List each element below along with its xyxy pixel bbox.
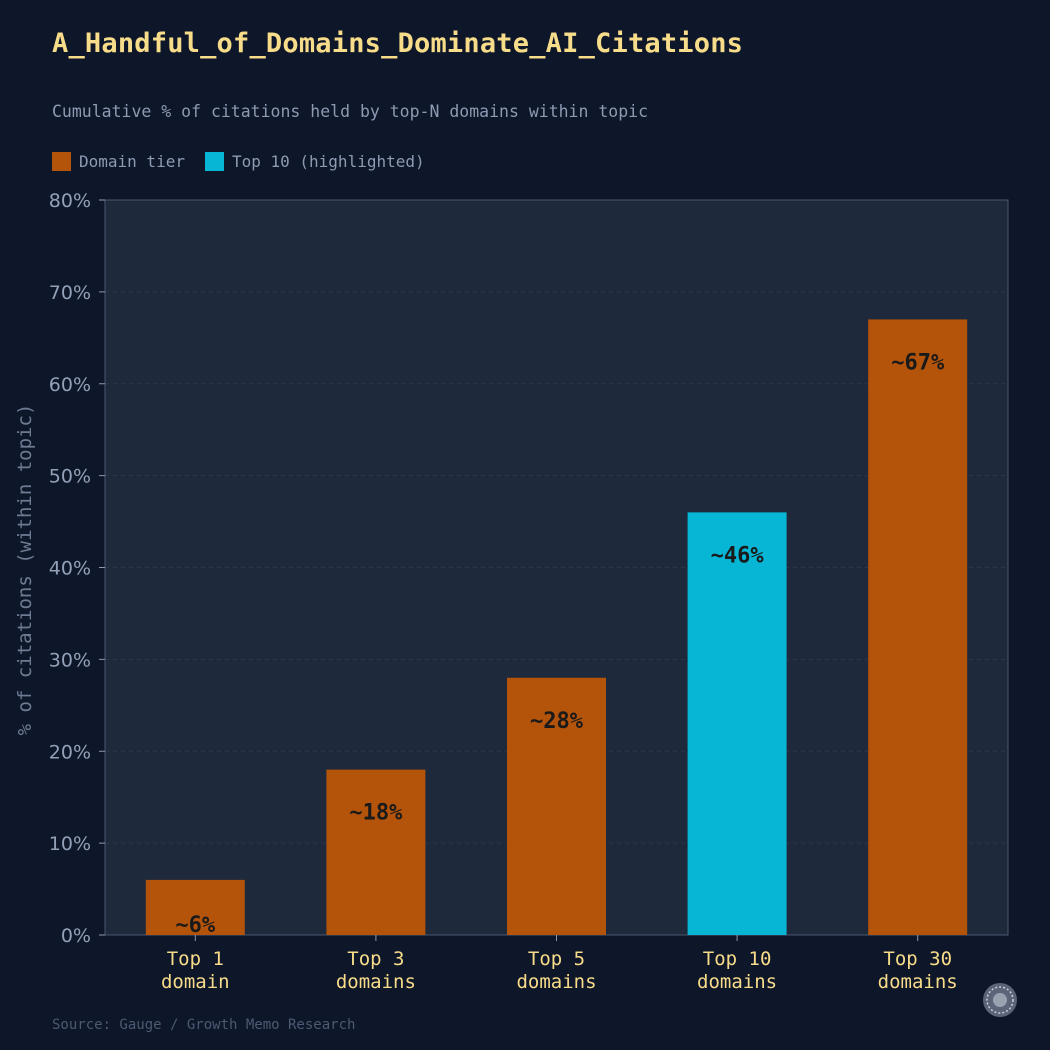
brand-seal-icon: [983, 983, 1017, 1017]
source-note: Source: Gauge / Growth Memo Research: [52, 1017, 356, 1033]
y-tick-label: 20%: [49, 741, 91, 763]
bar: [507, 677, 606, 935]
y-tick-label: 70%: [49, 282, 91, 304]
x-tick-label: Top 5: [528, 948, 585, 970]
chart-title: A_Handful_of_Domains_Dominate_AI_Citatio…: [52, 28, 744, 59]
legend-item-domain-tier: Domain tier: [52, 152, 185, 171]
y-tick-label: 80%: [49, 190, 91, 212]
y-tick-label: 50%: [49, 466, 91, 488]
x-tick-label: domains: [336, 971, 416, 993]
x-tick-label: Top 1: [167, 948, 224, 970]
x-tick-label: domains: [516, 971, 596, 993]
y-tick-label: 10%: [49, 833, 91, 855]
y-tick-label: 60%: [49, 374, 91, 396]
bar: [145, 879, 245, 935]
bar-value-label: ~28%: [530, 709, 584, 734]
x-tick-label: domain: [161, 971, 230, 993]
chart-subtitle: Cumulative % of citations held by top-N …: [52, 102, 649, 121]
legend: Domain tier Top 10 (highlighted): [52, 152, 425, 171]
legend-swatch-domain-tier: [52, 152, 71, 171]
legend-label-top10: Top 10 (highlighted): [231, 152, 425, 171]
bar: [868, 319, 968, 935]
y-tick-label: 40%: [49, 558, 91, 580]
y-tick-label: 0%: [61, 925, 91, 947]
x-tick-label: Top 10: [703, 948, 772, 970]
bar-value-label: ~46%: [711, 543, 765, 568]
x-tick-label: Top 3: [347, 948, 404, 970]
legend-label-domain-tier: Domain tier: [79, 152, 185, 171]
legend-swatch-top10: [204, 152, 224, 171]
legend-item-top10: Top 10 (highlighted): [204, 152, 425, 171]
y-axis-label: % of citations (within topic): [14, 404, 36, 736]
bar: [687, 512, 787, 935]
x-tick-label: domains: [697, 971, 777, 993]
bar-value-label: ~6%: [175, 913, 215, 938]
bar-value-label: ~67%: [891, 350, 945, 375]
x-tick-label: Top 30: [883, 948, 952, 970]
x-tick-label: domains: [878, 971, 958, 993]
bar: [326, 769, 426, 935]
bar-value-label: ~18%: [349, 801, 403, 826]
y-tick-label: 30%: [49, 649, 91, 671]
